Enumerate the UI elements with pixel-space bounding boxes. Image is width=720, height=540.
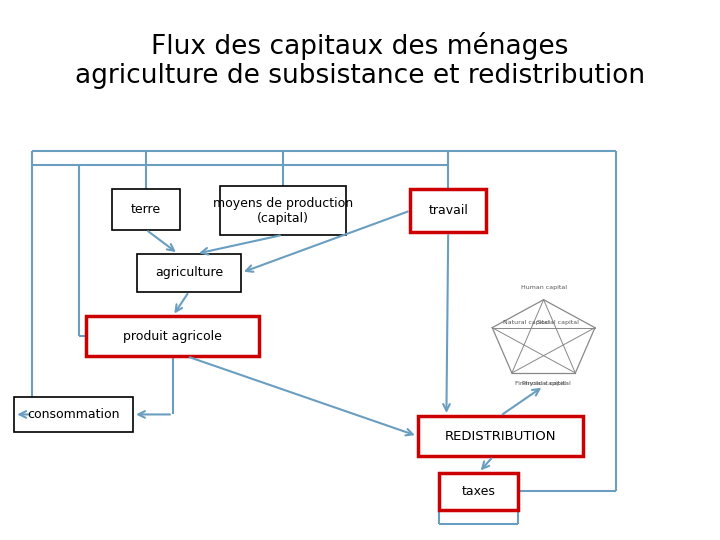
Text: Financial capital: Financial capital [516, 381, 566, 386]
Text: Physical capital: Physical capital [522, 381, 571, 386]
FancyBboxPatch shape [137, 254, 241, 292]
Text: produit agricole: produit agricole [123, 329, 222, 343]
FancyBboxPatch shape [410, 189, 486, 232]
FancyBboxPatch shape [418, 416, 583, 456]
Text: Natural capital: Natural capital [503, 320, 550, 325]
Text: moyens de production
(capital): moyens de production (capital) [212, 197, 353, 225]
Text: agriculture: agriculture [155, 266, 223, 279]
Text: taxes: taxes [462, 485, 496, 498]
FancyBboxPatch shape [86, 316, 259, 356]
Text: consommation: consommation [27, 408, 120, 421]
Text: REDISTRIBUTION: REDISTRIBUTION [445, 429, 556, 443]
Text: terre: terre [131, 202, 161, 216]
Text: Flux des capitaux des ménages: Flux des capitaux des ménages [151, 32, 569, 60]
FancyBboxPatch shape [112, 189, 180, 230]
Text: Human capital: Human capital [521, 285, 567, 291]
FancyBboxPatch shape [220, 186, 346, 235]
FancyBboxPatch shape [14, 397, 133, 432]
Text: travail: travail [428, 204, 468, 217]
FancyBboxPatch shape [439, 472, 518, 510]
Text: agriculture de subsistance et redistribution: agriculture de subsistance et redistribu… [75, 63, 645, 89]
Text: Social capital: Social capital [536, 320, 578, 325]
